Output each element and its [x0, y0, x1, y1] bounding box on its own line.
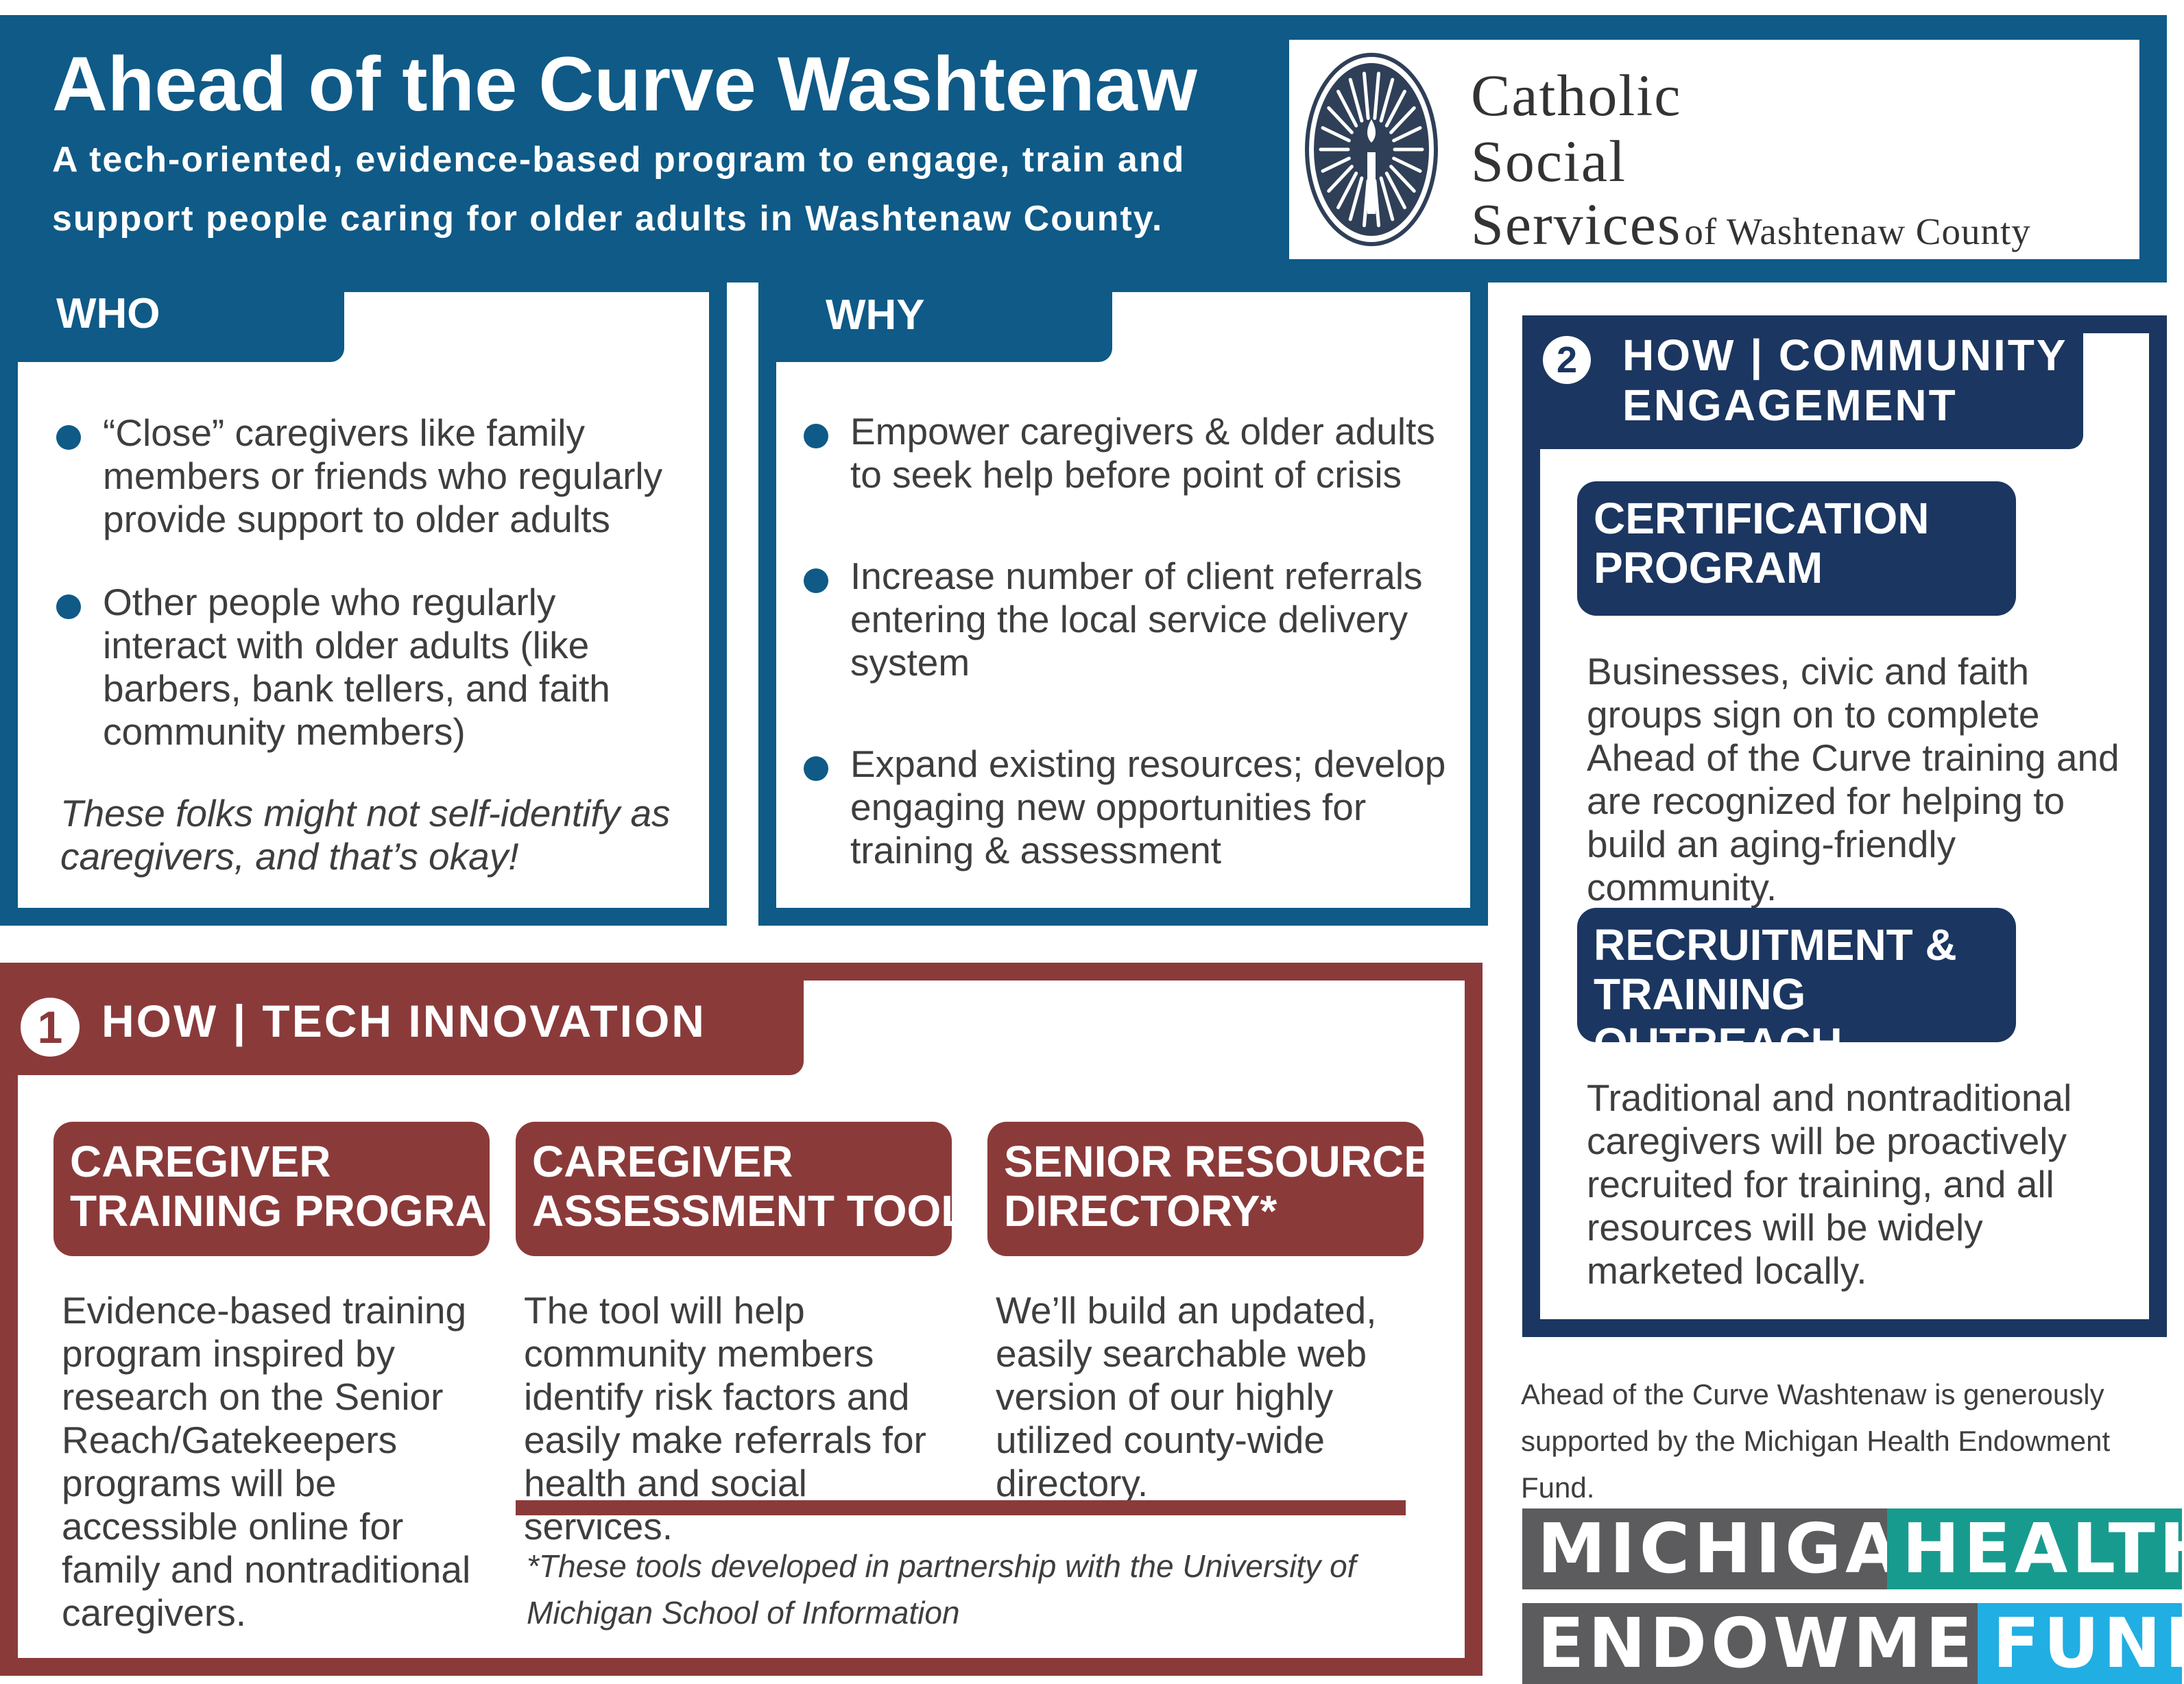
- step-number-badge: 2: [1543, 336, 1591, 384]
- seal-ray: [1392, 125, 1422, 143]
- mhef-logo-health: HEALTH: [1887, 1508, 2182, 1589]
- bullet-dot: [56, 425, 81, 450]
- caregiver-assessment-text: The tool will help community members ide…: [524, 1289, 926, 1548]
- bullet-dot: [56, 594, 81, 619]
- certification-program-title: CERTIFICATION PROGRAM: [1577, 481, 2016, 616]
- tools-footnote: *These tools developed in partnership wi…: [527, 1548, 1356, 1631]
- seal-ray: [1379, 77, 1395, 123]
- seal-ray: [1362, 71, 1370, 120]
- logo-text-services: Services: [1471, 191, 1682, 257]
- how-tech-tab: [0, 963, 804, 1075]
- how-tech-panel: [0, 963, 1483, 1676]
- divider: [516, 1500, 1406, 1515]
- css-logo: Catholic Social Services of Washtenaw Co…: [1289, 40, 2139, 259]
- how-community-tab: [1522, 333, 2083, 449]
- caregiver-training-title: CAREGIVER TRAINING PROGRAM: [53, 1122, 523, 1256]
- list-item: “Close” caregivers like family members o…: [52, 411, 669, 541]
- caregiver-training-text: Evidence-based training program inspired…: [62, 1289, 471, 1634]
- how-tech-heading: HOW | TECH INNOVATION: [101, 996, 706, 1046]
- seal-ray: [1379, 176, 1395, 221]
- recruitment-outreach-text: Traditional and nontraditional caregiver…: [1587, 1076, 2072, 1292]
- who-note: These folks might not self-identify as c…: [60, 792, 671, 878]
- list-item: Empower caregivers & older adults to see…: [800, 410, 1458, 496]
- page-subtitle: A tech-oriented, evidence-based program …: [52, 140, 1186, 239]
- seal-ray: [1384, 171, 1406, 210]
- step-number-badge: 1: [21, 998, 80, 1057]
- bullet-dot: [804, 756, 828, 781]
- certification-program-text: Businesses, civic and faith groups sign …: [1587, 650, 2120, 909]
- bullet-dot: [804, 568, 828, 593]
- seal-ray: [1389, 106, 1416, 134]
- seal-ray: [1321, 125, 1351, 143]
- supporter-note: Ahead of the Curve Washtenaw is generous…: [1521, 1378, 2111, 1504]
- seal-ray: [1327, 106, 1354, 134]
- seal-ray: [1392, 156, 1422, 173]
- list-item: Expand existing resources; develop engag…: [800, 743, 1458, 872]
- who-heading: WHO: [0, 274, 344, 362]
- mhef-logo-fund: FUND: [1978, 1603, 2182, 1684]
- mhef-logo-michigan: MICHIGAN: [1522, 1508, 1897, 1589]
- caregiver-assessment-title: CAREGIVER ASSESSMENT TOOL*: [516, 1122, 985, 1256]
- why-list: Empower caregivers & older adults to see…: [800, 410, 1458, 930]
- mhef-logo-endowment: ENDOWMENT: [1522, 1603, 1988, 1684]
- bullet-dot: [804, 424, 828, 448]
- seal-ray: [1321, 156, 1351, 173]
- seal-ray: [1384, 89, 1406, 128]
- seal-ray: [1327, 165, 1354, 193]
- senior-directory-text: We’ll build an updated, easily searchabl…: [996, 1289, 1377, 1504]
- why-heading: WHY: [758, 274, 1112, 362]
- page-title: Ahead of the Curve Washtenaw: [52, 41, 1197, 127]
- logo-text-services-line: Services of Washtenaw County: [1471, 195, 2031, 254]
- who-list: “Close” caregivers like family members o…: [52, 411, 669, 793]
- logo-text-social: Social: [1471, 128, 1627, 194]
- who-panel: [0, 274, 727, 926]
- seal-ray: [1336, 171, 1358, 210]
- why-panel: [758, 274, 1488, 926]
- recruitment-outreach-title: RECRUITMENT & TRAINING OUTREACH: [1577, 908, 2016, 1068]
- seal-ray: [1348, 77, 1364, 123]
- seal-ray: [1389, 165, 1416, 193]
- logo-text-county: of Washtenaw County: [1684, 210, 2031, 252]
- seal-ray: [1373, 71, 1381, 120]
- senior-directory-title: SENIOR RESOURCE DIRECTORY*: [987, 1122, 1433, 1256]
- list-item: Increase number of client referrals ente…: [800, 555, 1458, 684]
- seal-candle-icon: [1305, 53, 1438, 246]
- seal-ray: [1336, 89, 1358, 128]
- how-community-heading: HOW | COMMUNITY ENGAGEMENT: [1622, 330, 2068, 430]
- logo-text-catholic: Catholic: [1471, 62, 1682, 128]
- seal-ray: [1348, 176, 1364, 221]
- list-item: Other people who regularly interact with…: [52, 581, 669, 754]
